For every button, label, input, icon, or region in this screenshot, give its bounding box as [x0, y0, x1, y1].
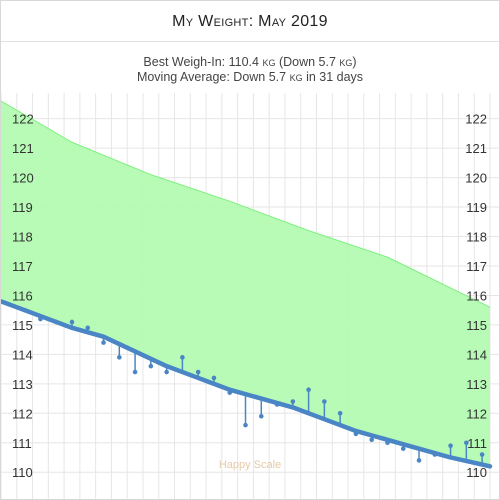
- y-tick-label-left: 119: [12, 200, 33, 215]
- y-tick-label-right: 115: [466, 318, 487, 333]
- weigh-in-point: [117, 355, 122, 360]
- weigh-in-point: [290, 399, 296, 404]
- watermark: Happy Scale: [219, 459, 281, 471]
- y-tick-label-left: 120: [12, 171, 34, 186]
- y-tick-label-right: 120: [465, 171, 487, 186]
- weigh-in-point: [85, 325, 91, 331]
- weigh-in-point: [132, 369, 138, 375]
- y-axis-left: 110 111 112 113 114 115 116 117 118 119 120 121 122: [12, 112, 34, 481]
- weigh-in-point: [164, 369, 169, 375]
- weigh-in-point: [211, 375, 217, 381]
- weigh-in-point: [369, 437, 374, 443]
- weigh-in-point: [400, 446, 406, 451]
- moving-average-line: [1, 299, 493, 469]
- y-tick-label-right: 117: [466, 259, 487, 274]
- y-tick-label-left: 114: [12, 347, 33, 362]
- y-tick-label-left: 121: [12, 141, 34, 156]
- weigh-in-point: [337, 410, 343, 416]
- y-tick-label-left: 115: [12, 318, 33, 333]
- y-tick-label-right: 116: [466, 288, 487, 303]
- y-tick-label-right: 113: [466, 377, 487, 392]
- y-tick-label-right: 112: [466, 406, 487, 421]
- moving-average-summary: Moving Average: Down 5.7 kg in 31 days: [136, 70, 364, 84]
- y-tick-label-right: 122: [465, 112, 487, 127]
- goal-band-edge: [1, 100, 491, 308]
- y-tick-label-left: 116: [12, 288, 33, 303]
- weigh-in-point: [243, 422, 248, 428]
- weigh-in-point: [69, 319, 75, 325]
- weigh-in-point: [416, 458, 422, 463]
- weigh-in-point: [306, 387, 311, 393]
- chart-header: My Weight: May 2019 Best Weigh-In: 110.4…: [1, 1, 499, 93]
- y-tick-label-right: 118: [466, 230, 487, 245]
- y-tick-label-left: 117: [12, 259, 33, 274]
- weigh-in-point: [464, 440, 469, 446]
- y-tick-label-left: 118: [12, 230, 33, 245]
- goal-band: [1, 100, 491, 467]
- y-tick-label-left: 122: [12, 112, 34, 127]
- y-tick-label-right: 114: [466, 347, 487, 362]
- y-tick-label-right: 121: [465, 141, 487, 156]
- y-tick-label-right: 111: [467, 436, 487, 451]
- y-tick-label-left: 112: [12, 406, 33, 421]
- weigh-in-point: [180, 355, 185, 360]
- weigh-in-point: [258, 413, 264, 419]
- moving-average: [1, 299, 493, 469]
- y-tick-label-right: 119: [466, 200, 487, 215]
- y-tick-label-left: 113: [12, 377, 33, 392]
- y-tick-label-left: 111: [12, 436, 32, 451]
- weigh-in-point: [101, 340, 106, 345]
- weigh-in-point: [148, 363, 154, 369]
- y-tick-label-left: 110: [12, 465, 33, 480]
- weigh-in-point: [195, 369, 201, 375]
- weigh-in-point: [448, 443, 453, 449]
- weigh-in-point: [322, 399, 327, 404]
- weigh-in-point: [479, 452, 485, 457]
- y-axis-right: 110 111 112 113 114 115 116 117 118 119 120 121 122: [465, 112, 487, 481]
- chart-title: My Weight: May 2019: [172, 13, 328, 30]
- y-tick-label-right: 110: [466, 465, 487, 480]
- header-divider: [1, 41, 499, 42]
- goal-band-area: [1, 101, 490, 467]
- best-weigh-in: Best Weigh-In: 110.4 kg (Down 5.7 kg): [143, 55, 357, 69]
